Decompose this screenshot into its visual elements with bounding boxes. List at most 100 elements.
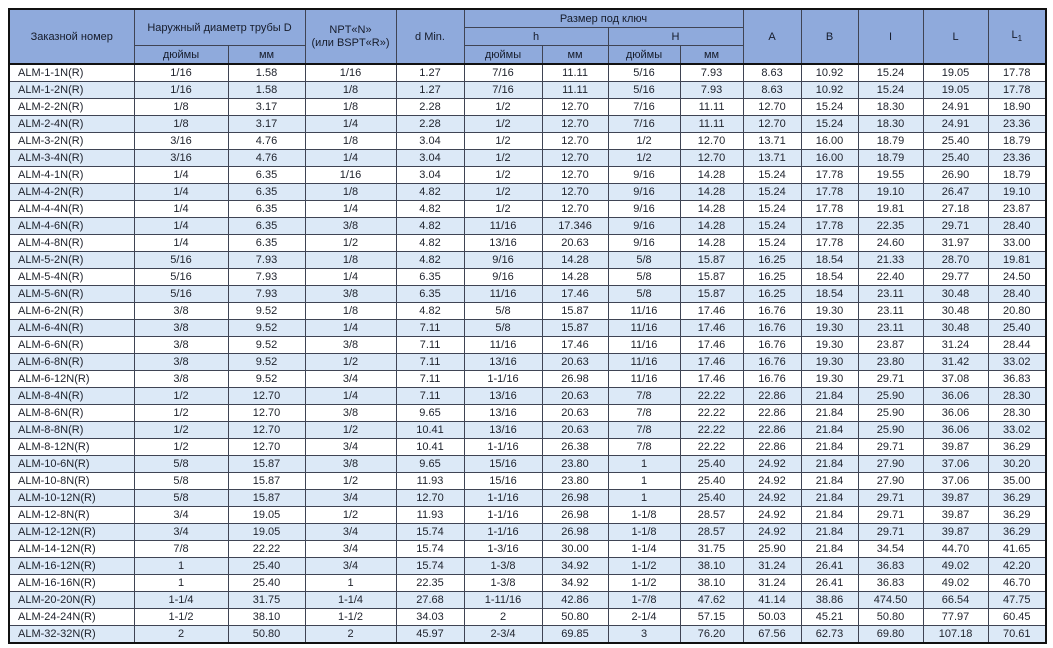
value-cell: 1-1/8 (607, 523, 681, 541)
value-cell: 3/4 (304, 540, 397, 558)
value-cell: 1/2 (463, 149, 543, 167)
value-cell: 7/16 (607, 115, 681, 133)
value-cell: 31.24 (742, 557, 802, 575)
order-number-cell: ALM-8-12N(R) (8, 438, 135, 456)
value-cell: 17.78 (800, 234, 859, 252)
col-header-hbig-mm: мм (679, 45, 744, 65)
value-cell: 1/4 (133, 217, 229, 235)
value-cell: 19.05 (227, 523, 306, 541)
table-row: ALM-6-2N(R) 3/8 9.52 1/8 4.82 5/8 15.87 11/16 17… (8, 302, 1047, 320)
value-cell: 67.56 (742, 625, 802, 644)
value-cell: 2.28 (395, 115, 465, 133)
value-cell: 38.10 (679, 574, 744, 592)
spec-table: Заказной номер Наружный диаметр трубы D … (8, 8, 1048, 644)
value-cell: 24.91 (922, 115, 989, 133)
table-row: ALM-1-1N(R) 1/16 1.58 1/16 1.27 7/16 11.11 5/16… (8, 63, 1047, 82)
value-cell: 4.76 (227, 149, 306, 167)
value-cell: 1 (607, 489, 681, 507)
value-cell: 11.93 (395, 472, 465, 490)
value-cell: 14.28 (679, 217, 744, 235)
value-cell: 17.46 (679, 353, 744, 371)
value-cell: 22.22 (679, 387, 744, 405)
value-cell: 31.97 (922, 234, 989, 252)
order-number-cell: ALM-4-2N(R) (8, 183, 135, 201)
value-cell: 10.41 (395, 421, 465, 439)
table-row: ALM-6-4N(R) 3/8 9.52 1/4 7.11 5/8 15.87 11/16 17… (8, 319, 1047, 337)
col-header-h-mm: мм (541, 45, 609, 65)
order-number-cell: ALM-3-2N(R) (8, 132, 135, 150)
value-cell: 23.11 (857, 302, 924, 320)
value-cell: 7/8 (607, 404, 681, 422)
value-cell: 3.04 (395, 166, 465, 184)
value-cell: 5/8 (133, 455, 229, 473)
value-cell: 38.10 (679, 557, 744, 575)
value-cell: 4.82 (395, 302, 465, 320)
value-cell: 15.87 (679, 268, 744, 286)
value-cell: 15.87 (679, 285, 744, 303)
value-cell: 23.80 (857, 353, 924, 371)
value-cell: 15.24 (857, 81, 924, 99)
value-cell: 3/8 (304, 217, 397, 235)
value-cell: 17.78 (800, 166, 859, 184)
value-cell: 47.62 (679, 591, 744, 609)
value-cell: 1/8 (304, 251, 397, 269)
value-cell: 28.70 (922, 251, 989, 269)
value-cell: 9.52 (227, 353, 306, 371)
value-cell: 20.63 (541, 387, 609, 405)
value-cell: 1/4 (133, 166, 229, 184)
value-cell: 474.50 (857, 591, 924, 609)
value-cell: 1/4 (133, 234, 229, 252)
value-cell: 50.80 (227, 625, 306, 644)
value-cell: 16.76 (742, 336, 802, 354)
value-cell: 5/8 (133, 489, 229, 507)
value-cell: 19.30 (800, 319, 859, 337)
order-number-cell: ALM-3-4N(R) (8, 149, 135, 167)
value-cell: 7.11 (395, 387, 465, 405)
table-row: ALM-3-2N(R) 3/16 4.76 1/8 3.04 1/2 12.70 1/2 12.… (8, 132, 1047, 150)
value-cell: 1/8 (133, 98, 229, 116)
value-cell: 3.04 (395, 132, 465, 150)
value-cell: 3/4 (304, 557, 397, 575)
value-cell: 15.87 (541, 302, 609, 320)
value-cell: 7/8 (607, 438, 681, 456)
value-cell: 19.10 (857, 183, 924, 201)
value-cell: 17.78 (800, 217, 859, 235)
table-row: ALM-8-4N(R) 1/2 12.70 1/4 7.11 13/16 20.63 7/8 2… (8, 387, 1047, 405)
order-number-cell: ALM-5-4N(R) (8, 268, 135, 286)
order-number-cell: ALM-10-8N(R) (8, 472, 135, 490)
value-cell: 37.06 (922, 472, 989, 490)
value-cell: 69.85 (541, 625, 609, 644)
value-cell: 20.80 (987, 302, 1047, 320)
value-cell: 4.82 (395, 183, 465, 201)
value-cell: 1/2 (463, 200, 543, 218)
value-cell: 2-1/4 (607, 608, 681, 626)
value-cell: 39.87 (922, 438, 989, 456)
value-cell: 1/2 (304, 353, 397, 371)
value-cell: 24.92 (742, 472, 802, 490)
order-number-cell: ALM-1-1N(R) (8, 63, 135, 82)
value-cell: 1/2 (133, 421, 229, 439)
col-header-b: B (800, 8, 859, 65)
value-cell: 12.70 (742, 98, 802, 116)
value-cell: 6.35 (227, 217, 306, 235)
value-cell: 1-11/16 (463, 591, 543, 609)
table-row: ALM-4-8N(R) 1/4 6.35 1/2 4.82 13/16 20.63 9/16 1… (8, 234, 1047, 252)
value-cell: 25.40 (922, 132, 989, 150)
value-cell: 36.29 (987, 438, 1047, 456)
value-cell: 9/16 (607, 200, 681, 218)
value-cell: 45.21 (800, 608, 859, 626)
value-cell: 3/4 (304, 370, 397, 388)
table-row: ALM-4-4N(R) 1/4 6.35 1/4 4.82 1/2 12.70 9/16 14.… (8, 200, 1047, 218)
col-header-i: I (857, 8, 924, 65)
value-cell: 12.70 (541, 183, 609, 201)
value-cell: 12.70 (679, 132, 744, 150)
value-cell: 9/16 (607, 217, 681, 235)
value-cell: 16.76 (742, 319, 802, 337)
table-row: ALM-6-6N(R) 3/8 9.52 3/8 7.11 11/16 17.46 11/16… (8, 336, 1047, 354)
value-cell: 1/16 (304, 166, 397, 184)
value-cell: 23.80 (541, 472, 609, 490)
value-cell: 3/16 (133, 149, 229, 167)
value-cell: 31.75 (227, 591, 306, 609)
value-cell: 1-3/8 (463, 574, 543, 592)
value-cell: 1-1/2 (304, 608, 397, 626)
